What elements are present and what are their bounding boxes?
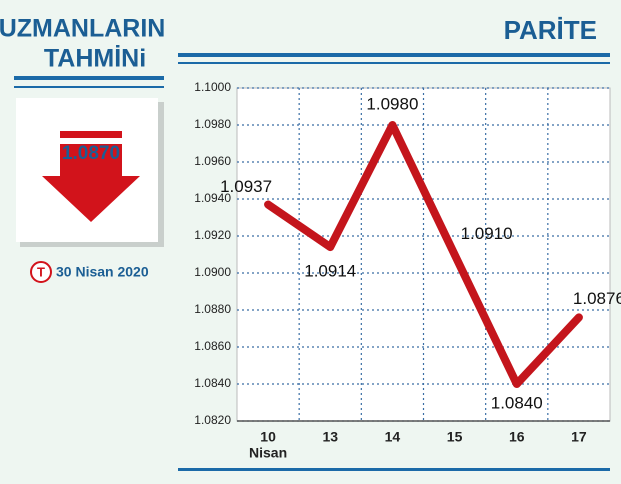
divider [14,86,164,88]
divider [178,468,610,471]
y-tick-label: 1.1000 [194,80,231,94]
x-tick-label: 14 [385,429,401,445]
data-label: 1.0937 [220,177,272,196]
y-tick-label: 1.0900 [194,265,231,279]
y-tick-label: 1.0940 [194,191,231,205]
divider [178,62,610,64]
y-tick-label: 1.0960 [194,154,231,168]
divider [14,76,164,80]
data-label: 1.0876 [573,289,621,308]
data-label: 1.0980 [366,94,418,113]
y-tick-label: 1.0860 [194,339,231,353]
y-tick-label: 1.0820 [194,413,231,427]
panel-title: UZMANLARIN [0,15,165,43]
y-tick-label: 1.0840 [194,376,231,390]
forecast-date: 30 Nisan 2020 [56,264,149,280]
x-tick-label: 17 [571,429,587,445]
panel-title: TAHMİNi [44,45,146,73]
y-tick-label: 1.0920 [194,228,231,242]
logo [30,261,52,283]
x-tick-label: 15 [447,429,463,445]
divider [178,53,610,57]
arrow-head [42,176,140,222]
arrow-shaft [60,144,122,176]
x-tick-label: 10 [260,429,276,445]
data-label: 1.0914 [304,262,356,281]
arrow-bar [60,131,122,138]
forecast-value: 1.0870 [62,143,120,164]
chart-title: PARİTE [504,15,597,45]
data-label: 1.0910 [461,224,513,243]
x-tick-label: 13 [322,429,338,445]
y-tick-label: 1.0980 [194,117,231,131]
logo-text: T [37,264,45,279]
x-tick-label: 16 [509,429,525,445]
data-label: 1.0840 [491,393,543,412]
y-tick-label: 1.0880 [194,302,231,316]
line [264,121,583,388]
x-month-label: Nisan [249,445,287,461]
